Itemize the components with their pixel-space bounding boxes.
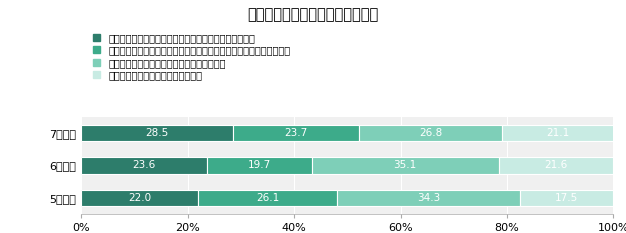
Bar: [312, 157, 498, 174]
Text: 28.5: 28.5: [146, 128, 169, 138]
Text: 21.1: 21.1: [546, 128, 570, 138]
Text: 35.1: 35.1: [394, 161, 417, 170]
Text: 23.6: 23.6: [133, 161, 156, 170]
Bar: [520, 190, 613, 206]
Text: 23.7: 23.7: [284, 128, 308, 138]
Text: 17.5: 17.5: [555, 193, 578, 203]
Bar: [359, 125, 502, 141]
Text: 19.7: 19.7: [248, 161, 271, 170]
Text: 26.1: 26.1: [256, 193, 279, 203]
Legend: 新たな企業を探しながら、持ち駒企業の幅を広げていく, これまで興味をもった企業（エントリーした企業）を中心に活動する, 現在選考が進んでいる企業に絞って活動する: 新たな企業を探しながら、持ち駒企業の幅を広げていく, これまで興味をもった企業（…: [93, 33, 290, 80]
Text: ＜今後の就職活動の方钁・戦略＞: ＜今後の就職活動の方钁・戦略＞: [247, 7, 379, 22]
Bar: [337, 190, 520, 206]
Bar: [233, 125, 359, 141]
Text: 26.8: 26.8: [419, 128, 442, 138]
Bar: [81, 157, 207, 174]
Bar: [198, 190, 337, 206]
Text: 21.6: 21.6: [545, 161, 568, 170]
Text: 34.3: 34.3: [417, 193, 440, 203]
Bar: [502, 125, 614, 141]
Bar: [498, 157, 613, 174]
Text: 22.0: 22.0: [128, 193, 151, 203]
Bar: [81, 190, 198, 206]
Bar: [207, 157, 312, 174]
Bar: [81, 125, 233, 141]
